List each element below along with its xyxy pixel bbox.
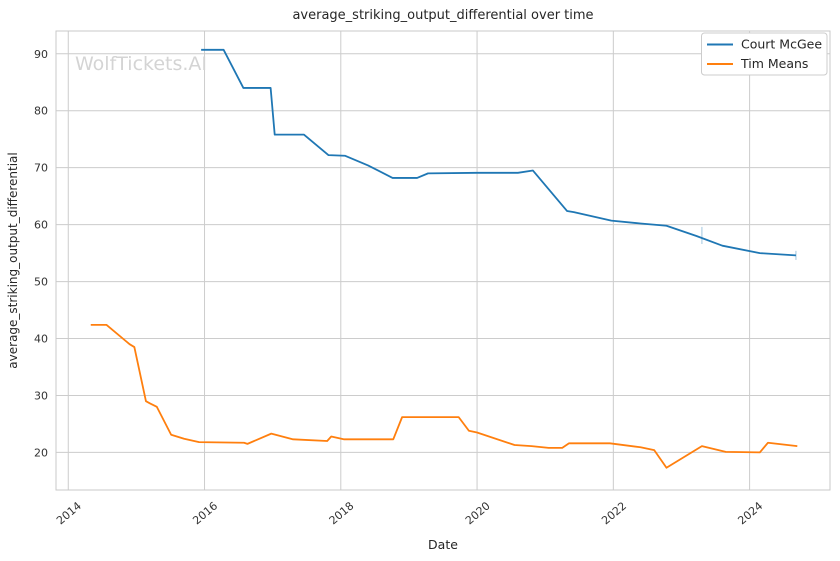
chart-title: average_striking_output_differential ove… [292,8,593,23]
tick-layer: 2014 2016 2018 2020 2022 2024 20 30 40 50 60 70 80 90 [34,48,765,528]
y-tick-label: 30 [34,389,48,402]
plot-border [55,30,831,491]
x-tick-label: 2016 [190,499,220,527]
y-tick-label: 20 [34,446,48,459]
y-tick-label: 80 [34,105,48,118]
grid-layer [56,31,830,490]
legend-label-tim-means: Tim Means [740,56,808,71]
watermark-text: WolfTickets.AI [75,53,207,75]
y-axis-label: average_striking_output_differential [6,152,20,368]
y-tick-label: 40 [34,333,48,346]
y-tick-label: 50 [34,276,48,289]
x-tick-label: 2024 [735,499,765,527]
x-tick-label: 2014 [54,499,84,527]
legend-label-court-mcgee: Court McGee [741,37,822,52]
y-tick-label: 70 [34,162,48,175]
x-tick-label: 2018 [327,499,357,527]
series-line-tim-means [90,323,798,469]
y-tick-label: 60 [34,219,48,232]
x-tick-label: 2020 [463,499,493,527]
y-tick-label: 90 [34,48,48,61]
series-layer [90,48,798,469]
x-tick-label: 2022 [599,499,629,527]
x-axis-label: Date [428,537,458,552]
series-line-court-mcgee [201,48,796,257]
legend: Court McGee Tim Means [701,32,828,76]
